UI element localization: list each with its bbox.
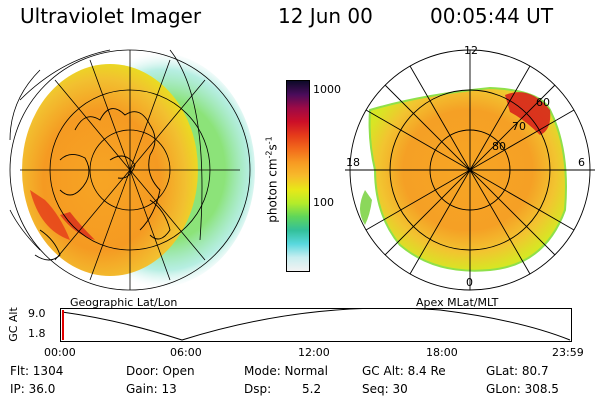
geo-red-patch-2 (60, 212, 95, 240)
alt-xtick-1: 06:00 (170, 346, 202, 359)
status-gcalt: GC Alt: 8.4 Re (362, 364, 446, 378)
geo-caption: Geographic Lat/Lon (70, 296, 178, 309)
status-gain: Gain: 13 (126, 382, 177, 396)
color-scale-bar (286, 80, 310, 272)
status-dsp-value: 5.2 (302, 382, 322, 396)
apex-lat-70: 70 (512, 120, 526, 133)
alt-xtick-2: 12:00 (298, 346, 330, 359)
apex-aurora-region (368, 86, 567, 272)
apex-green-arc (360, 190, 372, 225)
apex-lat-60: 60 (536, 96, 550, 109)
cbar-tick-high: 1000 (313, 83, 341, 96)
apex-mlt-6: 6 (578, 156, 585, 169)
alt-xtick-4: 23:59 (552, 346, 584, 359)
apex-grid (345, 49, 595, 291)
apex-red-patch (505, 92, 551, 135)
status-glon: GLon: 308.5 (486, 382, 559, 396)
cbar-unit-label: photon cm-2s-1 (264, 136, 280, 223)
status-glat: GLat: 80.7 (486, 364, 549, 378)
status-ip: IP: 36.0 (10, 382, 56, 396)
geo-red-patch (30, 190, 70, 240)
apex-lat-80: 80 (492, 140, 506, 153)
geo-coastlines (34, 108, 171, 261)
status-flt: Flt: 1304 (10, 364, 64, 378)
apex-mlt-18: 18 (346, 156, 360, 169)
geo-grid (9, 49, 251, 291)
app-title: Ultraviolet Imager (20, 4, 202, 28)
status-mode: Mode: Normal (244, 364, 328, 378)
status-door: Door: Open (126, 364, 195, 378)
cbar-tick-low: 100 (313, 196, 334, 209)
geographic-image (9, 49, 255, 291)
alt-ylabel: GC Alt (6, 307, 20, 342)
alt-ymax: 9.0 (28, 307, 46, 320)
status-dsp-label: Dsp: (244, 382, 272, 396)
altitude-plot (60, 308, 572, 342)
apex-mlt-0: 0 (466, 276, 473, 289)
apex-caption: Apex MLat/MLT (416, 296, 499, 309)
alt-xtick-0: 00:00 (44, 346, 76, 359)
alt-ymin: 1.8 (28, 327, 46, 340)
apex-mlt-12: 12 (464, 44, 478, 57)
time-label: 00:05:44 UT (430, 4, 554, 28)
status-seq: Seq: 30 (362, 382, 408, 396)
alt-xtick-3: 18:00 (426, 346, 458, 359)
date-label: 12 Jun 00 (278, 4, 373, 28)
altitude-curve (61, 308, 571, 341)
apex-image (345, 49, 595, 291)
